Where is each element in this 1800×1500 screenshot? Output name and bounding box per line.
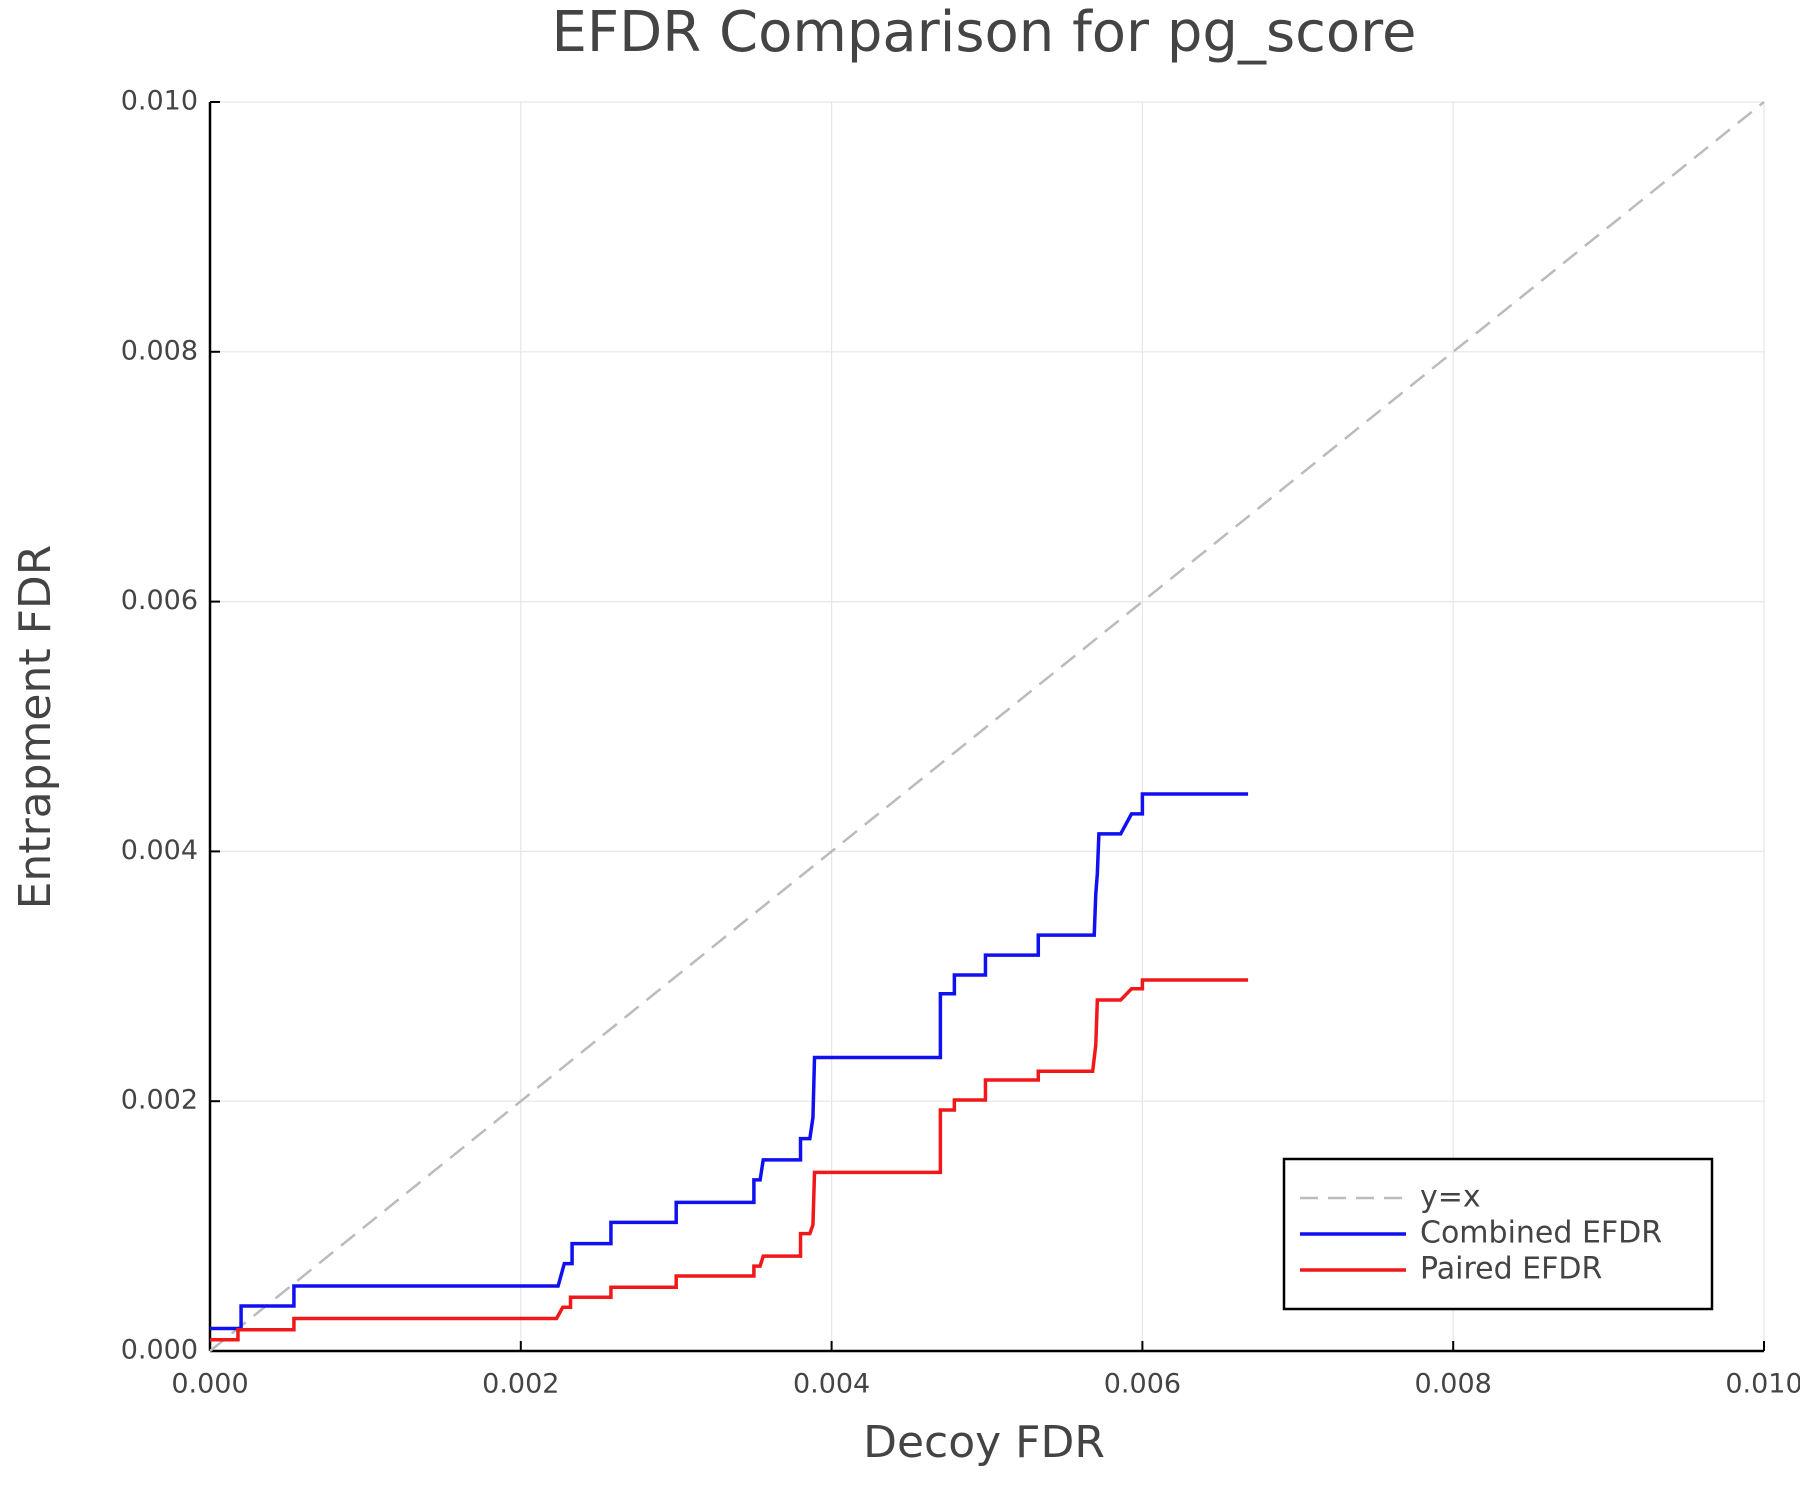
series-line [209,101,1765,1352]
x-tick-label: 0.002 [482,1369,559,1400]
y-tick-label: 0.008 [121,335,198,366]
series-line [210,978,1249,1342]
y-tick-label: 0.002 [121,1085,198,1116]
x-tick-label: 0.004 [793,1369,870,1400]
chart-title: EFDR Comparison for pg_score [552,0,1417,65]
series-line [210,792,1249,1331]
y-tick-label: 0.006 [121,585,198,616]
x-axis-label: Decoy FDR [863,1417,1105,1468]
y-tick-label: 0.010 [121,86,198,117]
x-tick-label: 0.008 [1415,1369,1492,1400]
x-tick-label: 0.000 [171,1369,248,1400]
y-tick-label: 0.004 [121,835,198,866]
y-axis-label: Entrapment FDR [10,545,61,910]
legend-label: Combined EFDR [1420,1216,1662,1251]
legend-label: y=x [1420,1180,1481,1215]
legend-label: Paired EFDR [1420,1252,1602,1287]
x-tick-label: 0.006 [1104,1369,1181,1400]
x-tick-label: 0.010 [1725,1369,1800,1400]
y-tick-label: 0.000 [121,1335,198,1366]
